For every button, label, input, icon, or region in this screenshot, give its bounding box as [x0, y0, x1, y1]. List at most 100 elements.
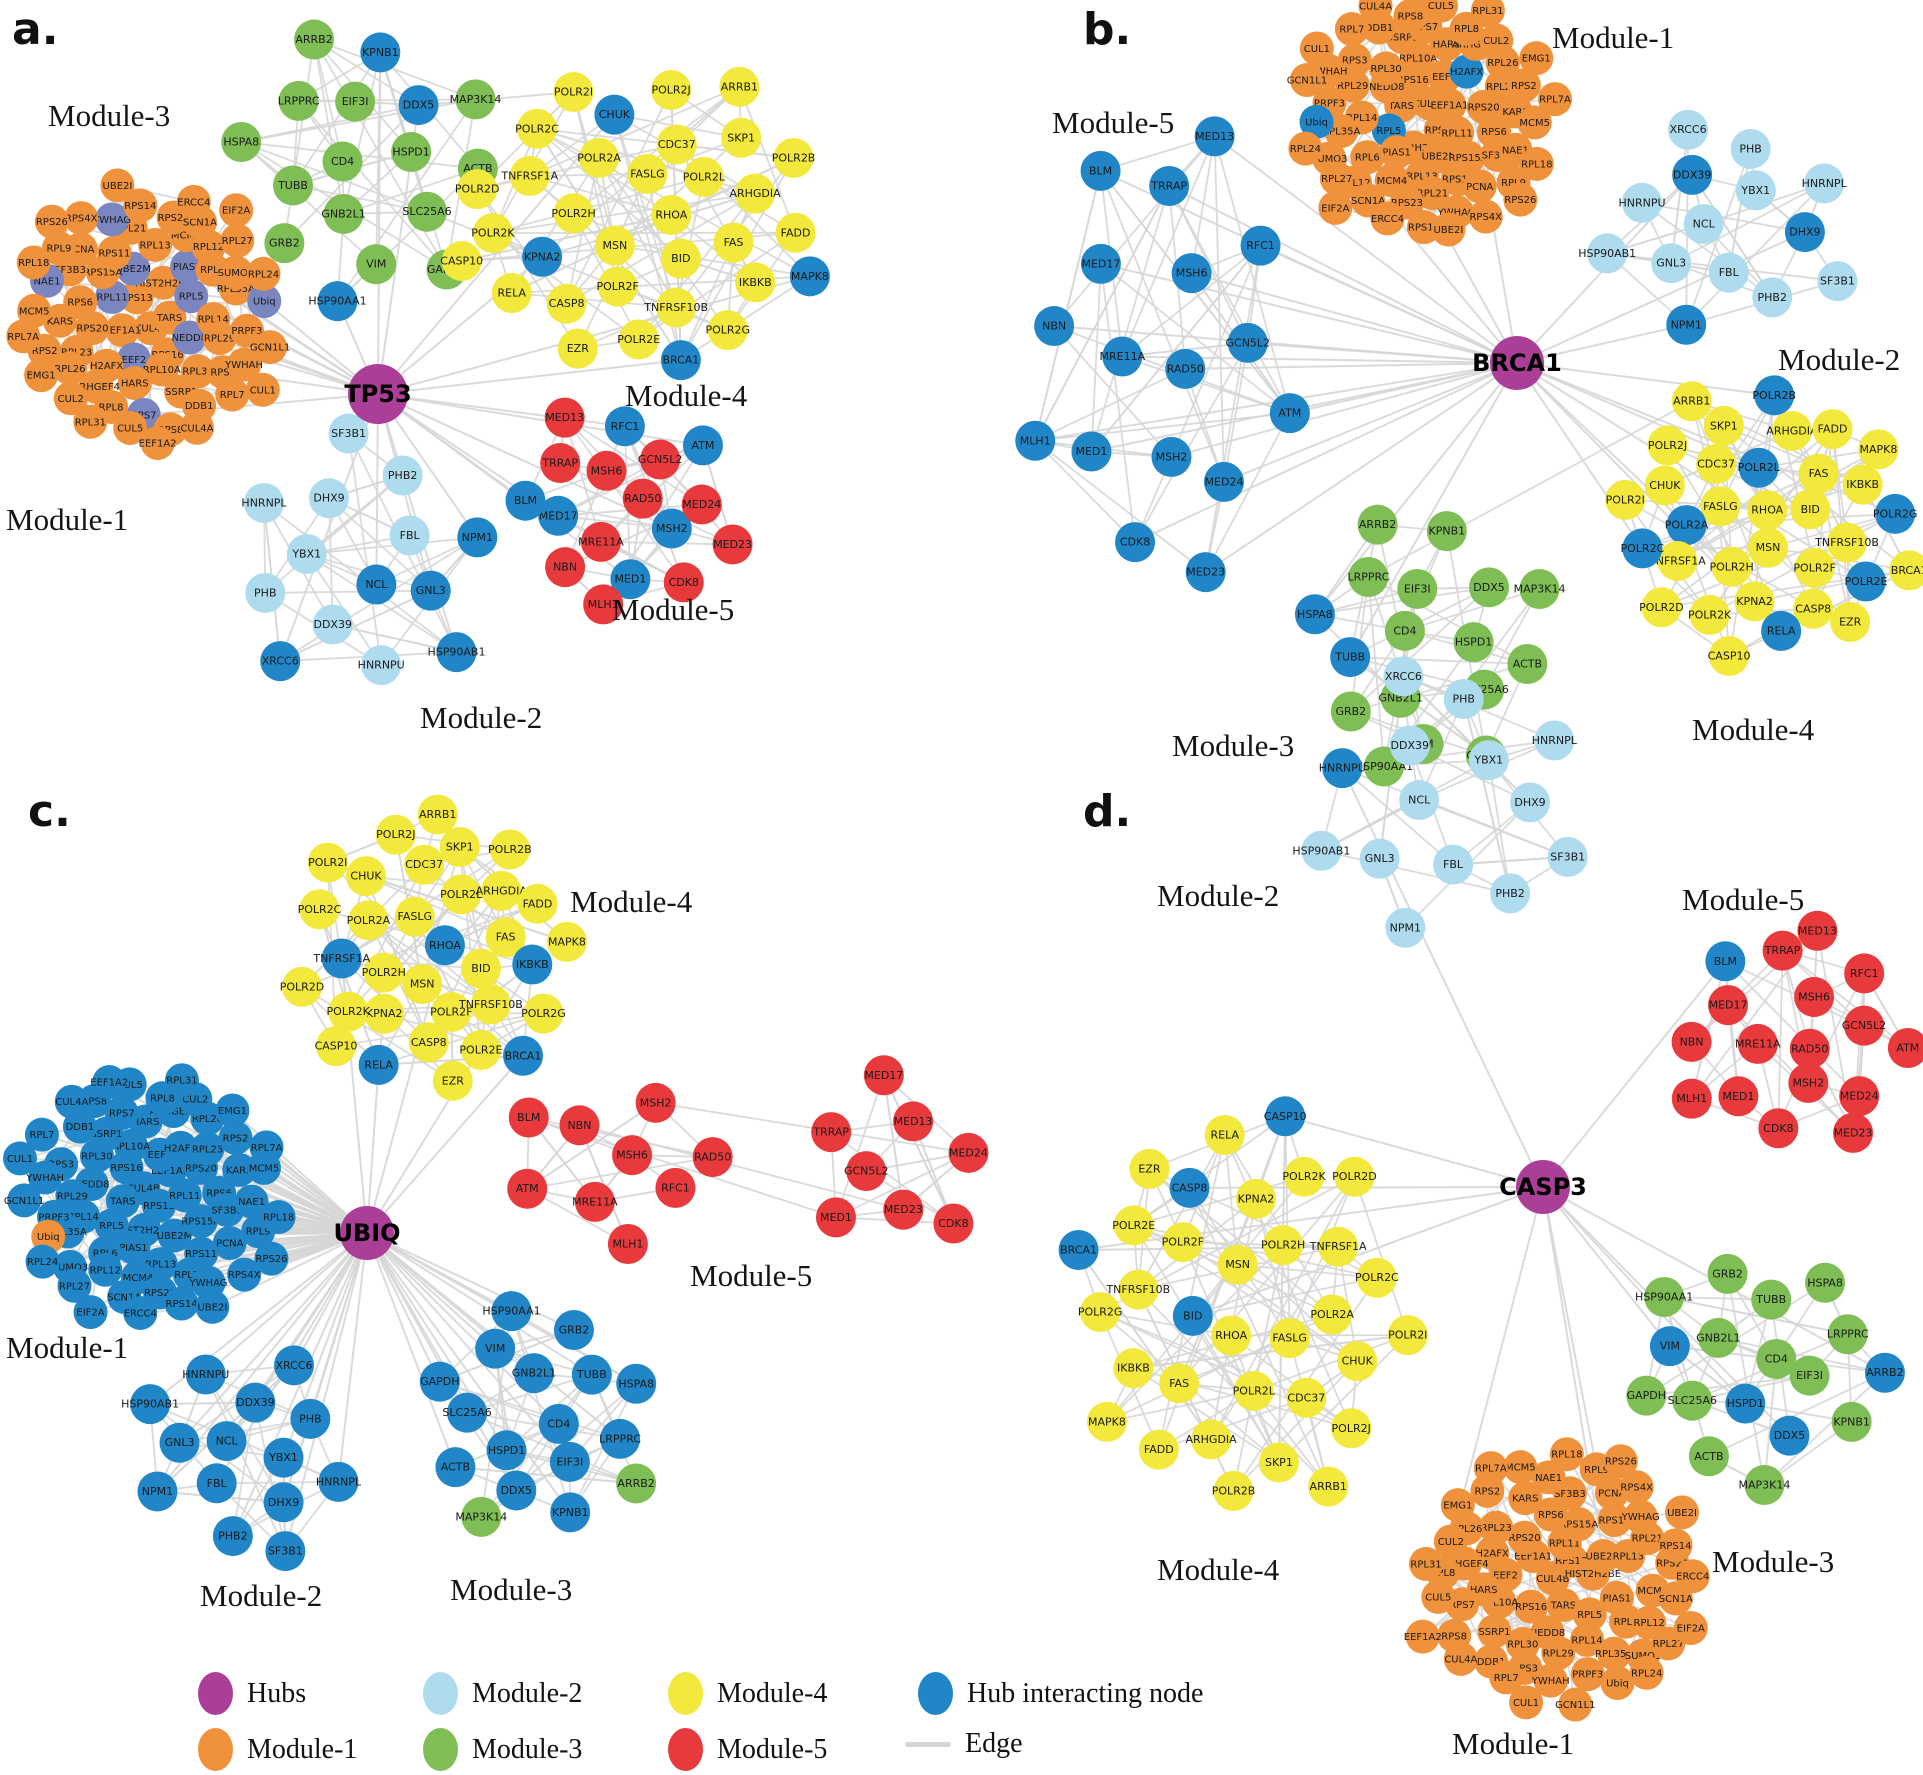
node-label: PRPF3 — [38, 1212, 69, 1223]
node-POLR2J — [651, 70, 692, 111]
node-KPNB1 — [550, 1492, 591, 1533]
node-label: RPL7 — [29, 1130, 54, 1141]
node-label: FASLG — [1272, 1332, 1306, 1345]
node-GNB2L1 — [513, 1353, 554, 1394]
node-XRCC6 — [1668, 109, 1709, 150]
node-CUL1 — [245, 372, 280, 407]
node-KPNB1 — [1831, 1401, 1872, 1442]
node-RPL7A — [249, 1130, 284, 1165]
node-label: YWHAG — [1437, 208, 1476, 219]
hub-label: CASP3 — [1499, 1173, 1587, 1201]
node-label: CDC37 — [405, 858, 443, 871]
node-label: CUL2 — [1483, 36, 1509, 47]
node-RPS3 — [1337, 43, 1372, 78]
node-label: POLR2D — [1332, 1170, 1377, 1183]
node-label: MED13 — [1798, 924, 1837, 937]
node-MED17 — [863, 1055, 904, 1096]
node-FASLG — [1700, 486, 1741, 527]
node-RHOA — [651, 194, 692, 235]
edge — [883, 1074, 955, 1224]
node-YWHAH — [28, 1160, 63, 1195]
node-label: POLR2I — [554, 86, 593, 99]
node-RPS14 — [1406, 210, 1441, 245]
node-label: RPS3 — [1512, 1663, 1538, 1674]
node-label: CD4 — [1765, 1353, 1788, 1366]
edge — [1516, 231, 1806, 364]
module2-swatch-icon — [423, 1672, 458, 1715]
node-MLH1 — [1671, 1078, 1712, 1119]
node-label: RPL5 — [1376, 126, 1401, 137]
edge — [414, 915, 533, 966]
node-label: GCN1L1 — [1555, 1700, 1596, 1711]
node-label: TNFRSF10B — [643, 301, 708, 314]
node-label: MRE11A — [1099, 350, 1145, 363]
node-HNRNPU — [185, 1354, 226, 1395]
node-SF3B1 — [265, 1531, 306, 1572]
node-CDK8 — [1115, 522, 1156, 563]
node-label: NPM1 — [142, 1485, 173, 1498]
edge — [375, 393, 379, 585]
node-RPL6 — [1350, 140, 1385, 175]
node-label: POLR2L — [1738, 461, 1781, 474]
node-MRE11A — [1102, 336, 1143, 377]
node-UBE2I — [195, 1289, 230, 1324]
node-MAP3K14 — [1744, 1465, 1785, 1506]
node-label: RHOA — [1215, 1329, 1247, 1342]
node-label: RPL5 — [1577, 1610, 1602, 1621]
node-RPL29 — [1541, 1635, 1576, 1670]
node-label: HSPD1 — [1455, 636, 1492, 649]
node-MED13 — [1194, 116, 1235, 157]
edge — [313, 38, 420, 106]
node-label: MSN — [603, 239, 628, 252]
node-YWHAG — [95, 202, 130, 237]
node-label: MSH6 — [591, 464, 623, 477]
node-RPL11 — [167, 1178, 202, 1213]
edge — [1034, 185, 1170, 442]
node-label: RPL14 — [1346, 113, 1377, 124]
node-label: KARS — [1502, 107, 1529, 118]
node-label: POLR2B — [772, 152, 816, 165]
node-RAD50 — [1789, 1028, 1830, 1069]
edge — [1232, 1360, 1358, 1492]
node-ATM — [1269, 393, 1310, 434]
node-label: NAE1 — [33, 276, 60, 287]
node-label: GNL3 — [416, 584, 446, 597]
edge — [1191, 272, 1518, 364]
node-label: DDX5 — [501, 1484, 532, 1497]
node-HSPD1 — [1453, 622, 1494, 663]
node-label: POLR2L — [683, 170, 726, 183]
node-label: SKP1 — [1710, 419, 1738, 432]
node-label: RELA — [1210, 1128, 1239, 1141]
node-label: PHB2 — [388, 469, 417, 482]
node-IKBKB — [1842, 464, 1883, 505]
node-label: RPL24 — [1631, 1668, 1662, 1679]
node-HSPD1 — [486, 1430, 527, 1471]
node-TNFRSF10B — [1118, 1269, 1159, 1310]
node-GCN5L2 — [1844, 1005, 1885, 1046]
node-YBX1 — [286, 533, 327, 574]
module-label-b-module-2: Module-2 — [1778, 342, 1901, 377]
node-label: PCNA — [1466, 182, 1493, 193]
node-label: RPL35A — [1595, 1649, 1633, 1660]
node-label: POLR2L — [440, 888, 483, 901]
node-label: YBX1 — [268, 1451, 298, 1464]
node-label: POLR2B — [488, 843, 532, 856]
node-RFC1 — [1240, 225, 1281, 266]
node-label: RPS14 — [166, 1299, 198, 1310]
node-label: RPL30 — [81, 1151, 112, 1162]
node-label: CHUK — [1649, 479, 1681, 492]
node-GNL3 — [159, 1422, 200, 1463]
node-CASP8 — [408, 1022, 449, 1063]
node-label: HSPA8 — [1297, 608, 1333, 621]
node-CASP8 — [1793, 588, 1834, 629]
edge — [614, 244, 811, 278]
node-EEF1A2 — [140, 426, 175, 461]
node-label: RPL24 — [248, 269, 279, 280]
node-label: PHB2 — [218, 1530, 247, 1543]
node-HNRNPU — [361, 645, 402, 686]
edge — [366, 1232, 513, 1313]
node-RPL31 — [1470, 0, 1505, 28]
node-label: RPS23 — [1656, 1558, 1688, 1569]
node-label: ARHGDIA — [1766, 424, 1818, 437]
node-label: RPL30 — [1507, 1639, 1538, 1650]
